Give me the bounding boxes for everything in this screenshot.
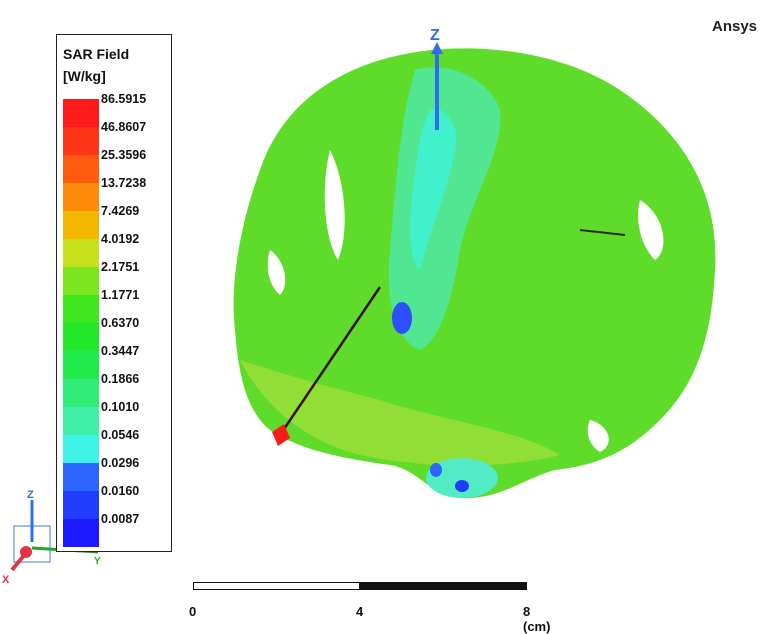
- scale-bar-white-segment: [193, 582, 360, 590]
- brain-gap: [324, 150, 345, 260]
- legend-swatch: [63, 127, 99, 155]
- legend-label: 0.6370: [101, 316, 140, 330]
- z-axis-label: Z: [430, 27, 440, 44]
- probe-line: [278, 286, 382, 436]
- probe-tip: [272, 424, 290, 446]
- legend-unit: [W/kg]: [63, 68, 106, 84]
- legend-label: 4.0192: [101, 232, 140, 246]
- brain-gap: [587, 420, 609, 452]
- triad-y-label: Y: [94, 556, 101, 567]
- legend-swatch: [63, 323, 99, 351]
- legend-swatch: [63, 351, 99, 379]
- legend-label: 86.5915: [101, 92, 147, 106]
- legend-label: 0.1010: [101, 400, 140, 414]
- stem-spot-left: [430, 463, 442, 477]
- brain-inner-band: [410, 109, 456, 270]
- stem-spot: [455, 480, 469, 492]
- legend-label: 0.0087: [101, 512, 140, 526]
- legend-label: 25.3596: [101, 148, 147, 162]
- legend-label: 46.8607: [101, 120, 147, 134]
- triad-x-label: X: [2, 574, 10, 586]
- legend-swatch: [63, 407, 99, 435]
- ansys-brand-label: Ansys: [712, 18, 758, 35]
- legend-swatch: [63, 379, 99, 407]
- legend-label: 0.0546: [101, 428, 140, 442]
- brain-gap: [267, 250, 286, 295]
- brain-lower-region: [240, 360, 560, 466]
- legend-swatch: [63, 491, 99, 519]
- legend-swatch: [63, 211, 99, 239]
- legend-label: 0.3447: [101, 344, 140, 358]
- scale-tick-4: 4: [356, 604, 364, 619]
- triad-origin: [20, 546, 32, 558]
- legend-swatch: [63, 99, 99, 127]
- brain-stem: [426, 458, 498, 498]
- legend-label: 0.0296: [101, 456, 140, 470]
- legend-swatch: [63, 435, 99, 463]
- legend-swatch: [63, 267, 99, 295]
- legend-label: 7.4269: [101, 204, 140, 218]
- triad-z-label: Z: [27, 489, 34, 501]
- legend-swatch: [63, 519, 99, 547]
- brain-gap: [638, 200, 664, 260]
- low-sar-spot: [392, 302, 412, 334]
- legend-swatch: [63, 155, 99, 183]
- legend-label: 0.1866: [101, 372, 140, 386]
- legend-swatch: [63, 239, 99, 267]
- legend-swatch: [63, 295, 99, 323]
- scale-bar-black-segment: [360, 582, 527, 590]
- legend-label: 13.7238: [101, 176, 147, 190]
- legend-swatch: [63, 183, 99, 211]
- legend-label: 1.1771: [101, 288, 140, 302]
- legend-label: 2.1751: [101, 260, 140, 274]
- scale-tick-8: 8 (cm): [523, 604, 551, 634]
- brain-central-band: [388, 67, 501, 350]
- legend-swatch: [63, 463, 99, 491]
- scale-tick-0: 0: [189, 604, 197, 619]
- brain-model: [233, 48, 716, 499]
- sar-legend: SAR Field [W/kg] 86.5915 46.8607 25.3596 13…: [56, 34, 172, 552]
- z-axis-arrowhead: [431, 42, 443, 54]
- legend-title: SAR Field: [63, 46, 130, 62]
- probe-line-right: [579, 229, 626, 236]
- legend-label: 0.0160: [101, 484, 140, 498]
